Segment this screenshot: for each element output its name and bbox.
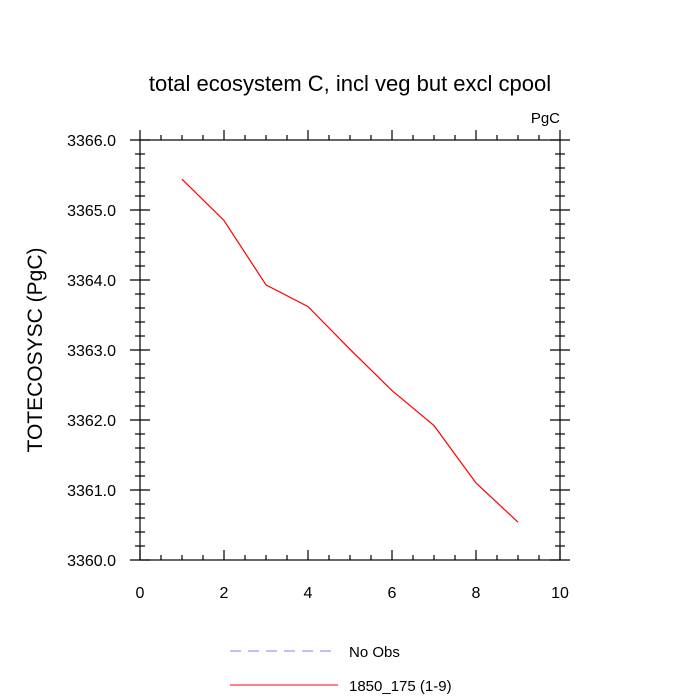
x-tick-label: 0	[136, 585, 145, 602]
legend-label: No Obs	[349, 644, 400, 661]
x-tick-label: 6	[388, 585, 397, 602]
chart-title: total ecosystem C, incl veg but excl cpo…	[149, 71, 551, 96]
y-tick-label: 3361.0	[67, 483, 116, 500]
legend-label: 1850_175 (1-9)	[349, 678, 452, 695]
y-tick-label: 3360.0	[67, 553, 116, 570]
x-tick-label: 2	[220, 585, 229, 602]
y-tick-label: 3365.0	[67, 203, 116, 220]
y-tick-label: 3364.0	[67, 273, 116, 290]
x-tick-label: 10	[551, 585, 569, 602]
y-tick-label: 3363.0	[67, 343, 116, 360]
y-tick-label: 3362.0	[67, 413, 116, 430]
units-label: PgC	[531, 110, 560, 127]
y-axis-label: TOTECOSYSC (PgC)	[24, 248, 47, 453]
y-tick-label: 3366.0	[67, 133, 116, 150]
x-tick-label: 8	[472, 585, 481, 602]
series-line	[181, 178, 519, 523]
x-tick-label: 4	[304, 585, 313, 602]
